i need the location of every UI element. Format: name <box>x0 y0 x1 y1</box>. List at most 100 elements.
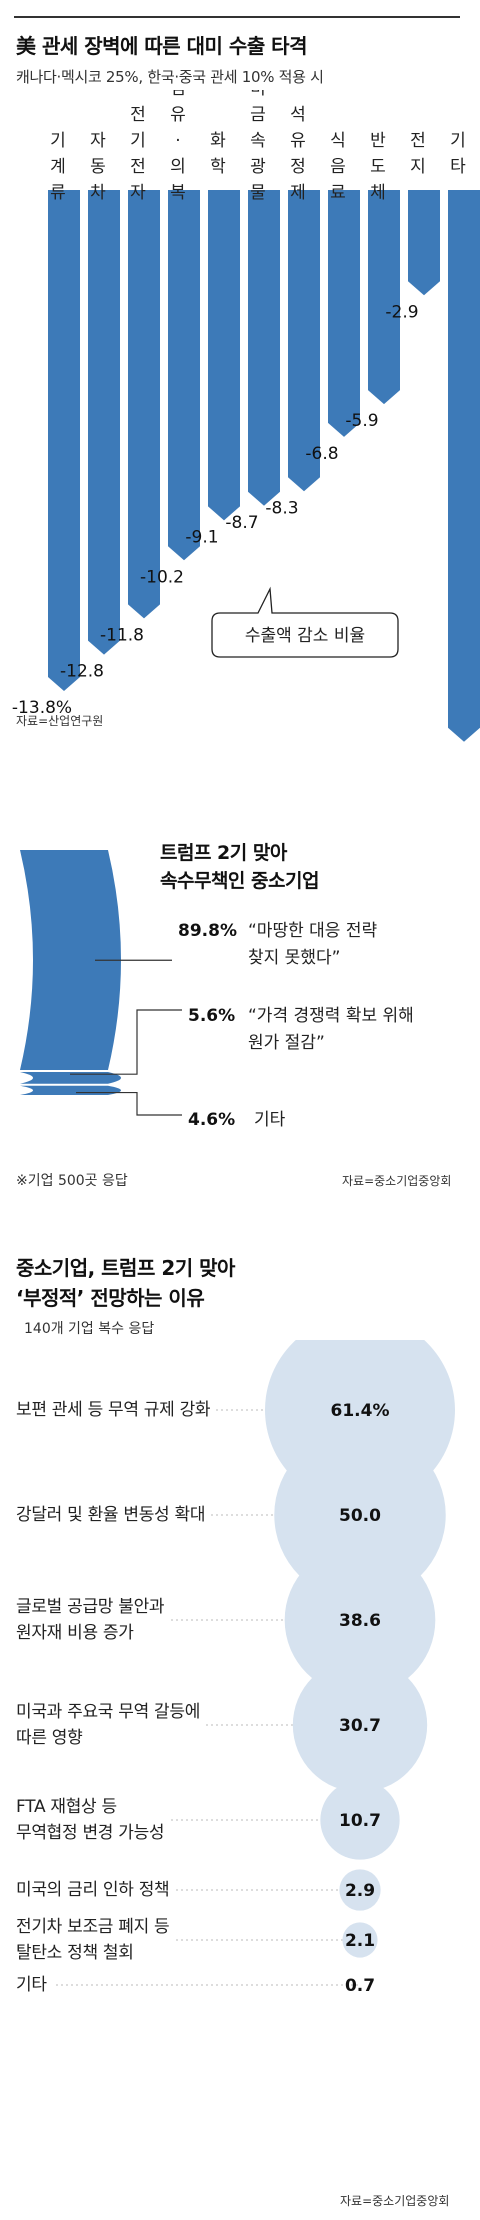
chart2-source: 자료=중소기업중앙회 <box>342 1174 452 1188</box>
chart2-category-label: 기타 <box>254 1110 286 1130</box>
chart3-title-line1: 중소기업, 트럼프 2기 맞아 <box>16 1256 235 1280</box>
bar <box>88 190 120 655</box>
category-label-char: 료 <box>330 183 346 203</box>
category-label-char: 화 <box>210 131 226 151</box>
value-label: -8.3 <box>265 498 298 518</box>
category-label-char: 기 <box>450 131 466 151</box>
bubble <box>274 1429 446 1601</box>
category-label-char: 복 <box>170 183 186 203</box>
category-label-char: 자 <box>130 183 146 203</box>
category-label-char: 체 <box>370 183 386 203</box>
callout-box <box>211 586 399 658</box>
category-label-char: 정 <box>290 157 306 177</box>
bar <box>408 190 440 296</box>
bubble-category-label: FTA 재협상 등 무역협정 변경 가능성 <box>16 1794 171 1846</box>
bubble-category-label: 기타 <box>16 1972 53 1998</box>
category-label-char: 동 <box>90 157 106 177</box>
chart2-value-label: 4.6% <box>188 1110 236 1130</box>
chart2-footnote: ※기업 500곳 응답 <box>16 1173 128 1189</box>
callout-text: 수출액 감소 비율 <box>245 626 365 646</box>
chart3-source: 자료=중소기업중앙회 <box>340 2194 450 2208</box>
bar <box>208 190 240 521</box>
bubble-value: 61.4% <box>331 1401 390 1421</box>
bubble <box>284 1544 436 1696</box>
chart1-title: 美 관세 장벽에 따른 대미 수출 타격 <box>16 34 307 58</box>
bar <box>288 190 320 492</box>
bubble-value: 38.6 <box>339 1611 381 1631</box>
category-label-char: 섬 <box>170 90 186 99</box>
value-label: -11.8 <box>100 625 144 645</box>
stack-segment <box>20 1085 121 1095</box>
value-label: -10.2 <box>140 567 184 587</box>
chart2-category-label: “마땅한 대응 전략 찾지 못했다” <box>248 921 378 968</box>
category-label-char: 기 <box>130 131 146 151</box>
bubble <box>339 1869 381 1911</box>
bubble-value: 30.7 <box>339 1716 381 1736</box>
chart2-title-line1: 트럼프 2기 맞아 <box>160 842 287 864</box>
category-label-char: 비 <box>250 90 266 99</box>
category-label-char: · <box>175 131 180 151</box>
category-label-char: 자 <box>90 131 106 151</box>
value-label: -5.9 <box>345 411 378 431</box>
bar <box>248 190 280 506</box>
value-label: -2.9 <box>385 302 418 322</box>
category-label-char: 의 <box>170 157 186 177</box>
leader-line <box>70 1009 182 1075</box>
bubble-category-label: 미국의 금리 인하 정책 <box>16 1877 176 1903</box>
category-label-char: 유 <box>170 105 186 125</box>
category-label-char: 제 <box>290 183 306 203</box>
category-label-char: 지 <box>410 157 426 177</box>
bubble-value: 0.7 <box>345 1976 375 1996</box>
value-label: -12.8 <box>60 662 104 682</box>
bubble <box>320 1780 400 1860</box>
category-label-char: 반 <box>370 131 386 151</box>
category-label-char: 전 <box>130 105 146 125</box>
stack-segment <box>20 850 121 1071</box>
value-label: -8.7 <box>225 513 258 533</box>
value-label: -15.2 <box>420 749 464 750</box>
sme-response-stacked-bar <box>20 850 182 1116</box>
leader-line <box>76 1091 182 1116</box>
category-label-char: 타 <box>450 157 466 177</box>
bubble-category-label: 보편 관세 등 무역 규제 강화 <box>16 1397 217 1423</box>
bubble-value: 10.7 <box>339 1811 381 1831</box>
bar <box>48 190 80 691</box>
category-label-char: 류 <box>50 183 66 203</box>
bubble <box>342 1922 378 1958</box>
chart2-value-label: 89.8% <box>178 921 237 941</box>
value-label: -6.8 <box>305 444 338 464</box>
chart3-subtitle: 140개 기업 복수 응답 <box>24 1321 155 1337</box>
category-label-char: 석 <box>290 105 306 125</box>
category-label-char: 전 <box>130 157 146 177</box>
bar <box>328 190 360 437</box>
value-label: -13.8% <box>12 698 72 718</box>
category-label-char: 식 <box>330 131 346 151</box>
category-label-char: 도 <box>370 157 386 177</box>
bar <box>448 190 480 742</box>
category-label-char: 전 <box>410 131 426 151</box>
chart1-source: 자료=산업연구원 <box>16 714 104 728</box>
category-label-char: 속 <box>250 131 266 151</box>
bubble-category-label: 강달러 및 환율 변동성 확대 <box>16 1502 212 1528</box>
bubble-category-label: 전기차 보조금 폐지 등 탈탄소 정책 철회 <box>16 1914 176 1966</box>
export-drop-bar-chart: 기계류-13.8%자동차-12.8전기전자-11.8섬유·의복-10.2화학-9… <box>12 90 480 750</box>
bubble-value: 2.1 <box>345 1931 375 1951</box>
bubble <box>292 1657 428 1793</box>
value-label: -9.1 <box>185 527 218 547</box>
bar <box>168 190 200 561</box>
bubble-category-label: 미국과 주요국 무역 갈등에 따른 영향 <box>16 1699 207 1751</box>
category-label-char: 학 <box>210 157 226 177</box>
category-label-char: 물 <box>250 183 266 203</box>
category-label-char: 계 <box>50 157 66 177</box>
category-label-char: 금 <box>250 105 266 125</box>
bar <box>128 190 160 619</box>
bubble-value: 2.9 <box>345 1881 375 1901</box>
chart2-category-label: “가격 경쟁력 확보 위해 원가 절감” <box>248 1006 414 1053</box>
category-label-char: 광 <box>250 157 266 177</box>
category-label-char: 기 <box>50 131 66 151</box>
chart3-title-line2: ‘부정적’ 전망하는 이유 <box>16 1286 205 1310</box>
chart2-value-label: 5.6% <box>188 1006 236 1026</box>
category-label-char: 유 <box>290 131 306 151</box>
category-label-char: 차 <box>90 183 106 203</box>
chart1-subtitle: 캐나다·멕시코 25%, 한국·중국 관세 10% 적용 시 <box>16 68 324 86</box>
